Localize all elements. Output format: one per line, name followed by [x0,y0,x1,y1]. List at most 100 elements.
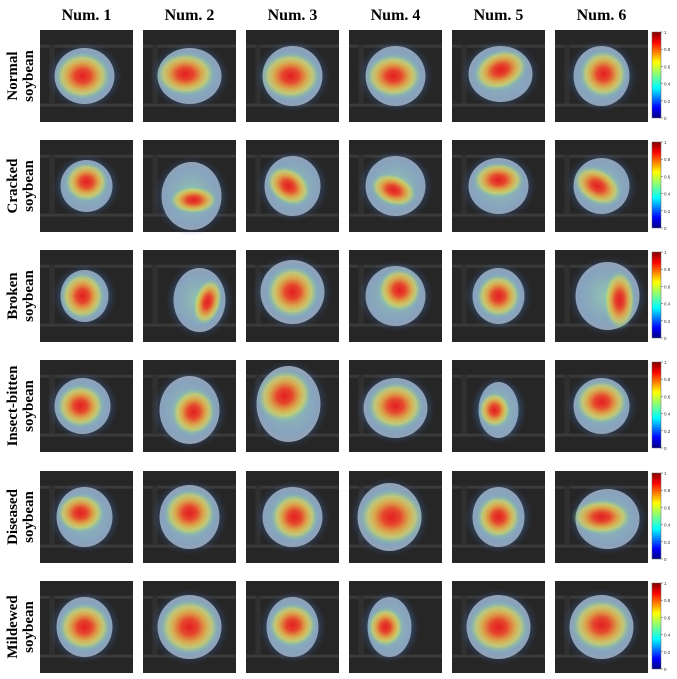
colorbar-tick-label: 0.8 [664,598,671,603]
colorbar-tick-label: 0 [664,557,667,562]
colorbar-tick-label: 0 [664,226,667,231]
colorbar-tick-label: 1 [664,30,667,35]
colorbar-tick-label: 1 [664,360,667,365]
colorbar: 1 0.8 0.6 0.4 0.2 0 [651,360,671,451]
column-header: Num. 2 [165,7,215,24]
colorbar-tick-label: 0.8 [664,47,671,52]
column-header: Num. 6 [577,7,627,24]
heatmap-panel [246,140,339,232]
heatmap-panel [143,471,236,563]
row-label: Mildewed soybean [5,595,37,659]
heatmap-panel [40,30,133,122]
row-label: Cracked soybean [5,158,37,214]
heatmap-panel [40,140,133,232]
colorbar-tick-label: 0.2 [664,319,671,324]
column-header: Num. 3 [268,7,318,24]
colorbar-tick-label: 1 [664,471,667,476]
colorbar: 1 0.8 0.6 0.4 0.2 0 [651,581,671,672]
row-label-line1: Mildewed [5,595,21,659]
row-label-line1: Normal [5,51,21,100]
heatmap-panel [349,360,442,452]
colorbar-tick-label: 0.6 [664,615,671,620]
colorbar-tick-label: 0.6 [664,505,671,510]
column-header: Num. 4 [371,7,421,24]
colorbar-tick-label: 0.4 [664,192,671,197]
row-label-line1: Diseased [5,488,21,544]
colorbar: 1 0.8 0.6 0.4 0.2 0 [651,250,671,341]
colorbar-tick-label: 0.2 [664,650,671,655]
row-label-line2: soybean [21,160,37,212]
heatmap-panel [143,30,236,122]
heatmap-panel [143,581,236,673]
row-label: Insect-bitten soybean [5,365,37,446]
heatmap-panel [555,581,648,673]
colorbar-tick-label: 0.6 [664,284,671,289]
heatmap-panel [246,360,339,452]
colorbar-tick-label: 0.2 [664,209,671,214]
heatmap-panel [40,471,133,563]
column-header: Num. 5 [474,7,524,24]
colorbar-tick-label: 0.4 [664,412,671,417]
row-label-line2: soybean [21,491,37,543]
colorbar-tick-label: 0.2 [664,540,671,545]
heatmap-panel [452,250,545,342]
heatmap-panel [143,360,236,452]
colorbar-tick-label: 0.8 [664,157,671,162]
colorbar: 1 0.8 0.6 0.4 0.2 0 [651,140,671,231]
column-headers: Num. 1 Num. 2 Num. 3 Num. 4 Num. 5 Num. 6 [62,7,627,24]
colorbar-tick-label: 0.4 [664,302,671,307]
heatmap-panel [452,360,545,452]
heatmap-panel [452,581,545,673]
row-label: Diseased soybean [5,488,37,544]
heatmap-panel [452,471,545,563]
colorbar-tick-label: 0.6 [664,174,671,179]
colorbars: 1 0.8 0.6 0.4 0.2 0 1 0.8 0.6 0.4 0.2 0 1 0.8 0.6 0.4 0.… [651,30,671,672]
heatmap-panel [555,140,648,232]
heatmap-panel [555,250,648,342]
heatmap-panel [349,471,442,563]
heatmap-panel [349,250,442,342]
heatmap-panel [349,581,442,673]
colorbar-tick-label: 0 [664,446,667,451]
heatmap-panel [246,30,339,122]
colorbar-tick-label: 1 [664,581,667,586]
colorbar-tick-label: 0 [664,336,667,341]
heatmap-panel [246,471,339,563]
colorbar-tick-label: 0.8 [664,488,671,493]
row-label-line2: soybean [21,270,37,322]
row-label-line2: soybean [21,50,37,102]
heatmap-panel [555,30,648,122]
row-label-line1: Broken [5,272,21,320]
colorbar-tick-label: 0 [664,667,667,672]
colorbar-tick-label: 1 [664,140,667,145]
row-label-line2: soybean [21,601,37,653]
column-header: Num. 1 [62,7,112,24]
colorbar-tick-label: 0.8 [664,377,671,382]
heatmap-panel [143,250,236,342]
heatmap-panel [555,471,648,563]
heatmap-panel [246,250,339,342]
colorbar-tick-label: 0.6 [664,64,671,69]
colorbar-tick-label: 0.4 [664,633,671,638]
row-label-line1: Cracked [5,158,21,214]
heatmap-panel [40,581,133,673]
heatmap-panel [349,30,442,122]
row-label-line2: soybean [21,380,37,432]
colorbar-tick-label: 0 [664,116,667,121]
heatmap-panel [40,250,133,342]
row-label: Broken soybean [5,270,37,322]
colorbar-tick-label: 0.2 [664,429,671,434]
heatmap-panel [452,140,545,232]
row-label-line1: Insect-bitten [5,365,21,446]
colorbar-tick-label: 0.4 [664,82,671,87]
colorbar-tick-label: 1 [664,250,667,255]
colorbar: 1 0.8 0.6 0.4 0.2 0 [651,471,671,562]
image-grid [40,30,648,673]
colorbar-tick-label: 0.6 [664,394,671,399]
colorbar: 1 0.8 0.6 0.4 0.2 0 [651,30,671,121]
heatmap-panel [555,360,648,452]
heatmap-panel [40,360,133,452]
colorbar-tick-label: 0.4 [664,523,671,528]
